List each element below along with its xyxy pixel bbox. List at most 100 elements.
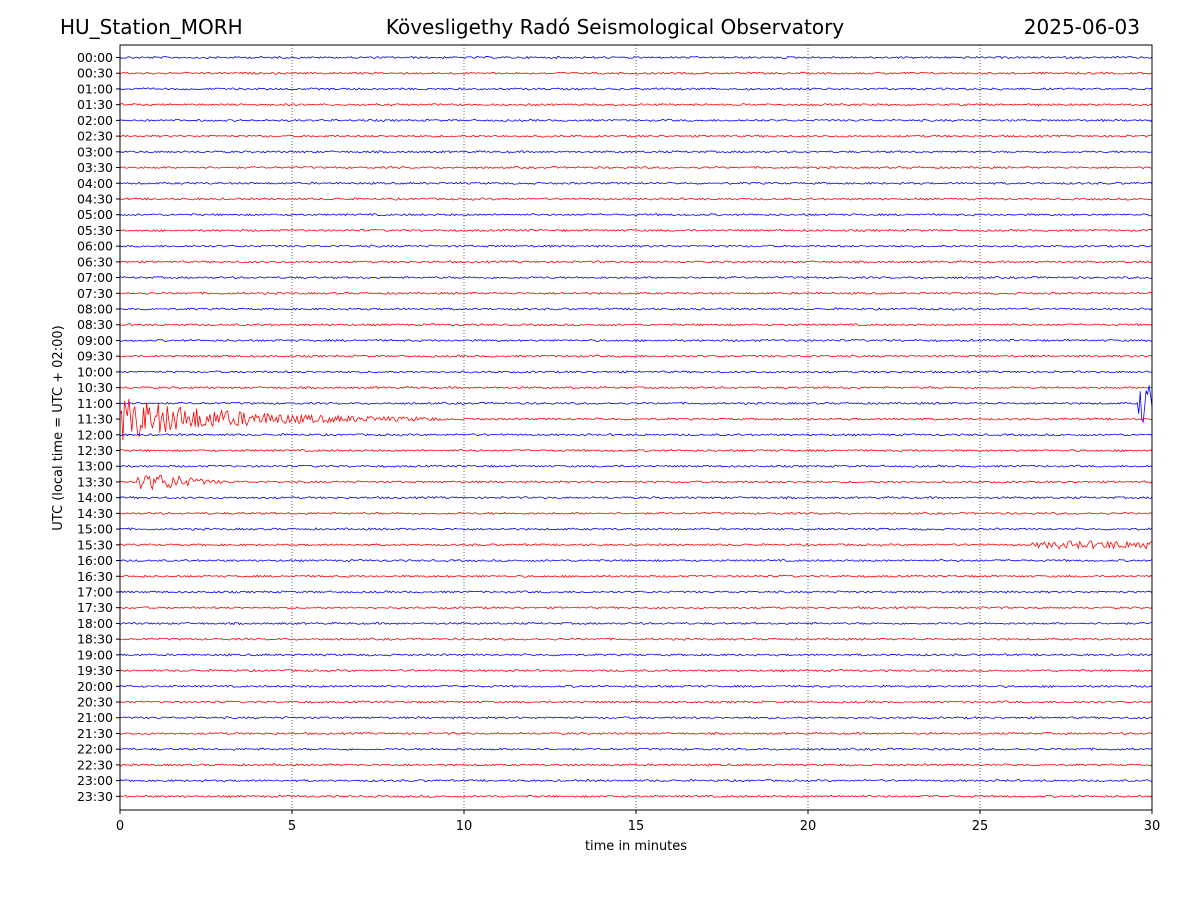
y-tick-label: 06:30 (77, 254, 113, 269)
x-tick-label: 0 (116, 819, 124, 834)
trace-0030 (119, 71, 1153, 75)
y-tick-label: 06:00 (77, 239, 113, 254)
trace-2200 (119, 747, 1153, 751)
trace-1700 (119, 590, 1153, 594)
y-tick-label: 20:00 (77, 679, 113, 694)
y-axis: 00:0000:3001:0001:3002:0002:3003:0003:30… (77, 50, 120, 804)
y-tick-label: 18:30 (77, 632, 113, 647)
trace-0400 (119, 181, 1153, 185)
chart-date: 2025-06-03 (1023, 15, 1140, 39)
trace-1830 (119, 637, 1153, 641)
y-tick-label: 16:00 (77, 553, 113, 568)
trace-0830 (119, 323, 1153, 327)
trace-0900 (119, 338, 1153, 343)
y-tick-label: 05:00 (77, 207, 113, 222)
trace-1100 (119, 385, 1153, 424)
y-tick-label: 01:30 (77, 97, 113, 112)
trace-0430 (119, 197, 1153, 201)
trace-1400 (119, 496, 1153, 500)
y-tick-label: 13:30 (77, 474, 113, 489)
trace-0630 (119, 260, 1153, 264)
y-tick-label: 08:00 (77, 302, 113, 317)
x-axis: 0 5 10 15 20 25 30 (116, 810, 1160, 834)
y-tick-label: 04:30 (77, 191, 113, 206)
trace-0800 (119, 307, 1153, 311)
trace-1600 (119, 558, 1153, 563)
y-tick-label: 02:30 (77, 129, 113, 144)
y-tick-label: 09:30 (77, 349, 113, 364)
trace-1800 (119, 621, 1153, 626)
y-tick-label: 09:00 (77, 333, 113, 348)
y-tick-label: 07:30 (77, 286, 113, 301)
x-tick-label: 15 (628, 819, 645, 834)
y-tick-label: 01:00 (77, 81, 113, 96)
y-axis-label: UTC (local time = UTC + 02:00) (51, 325, 66, 530)
trace-1000 (119, 370, 1153, 374)
trace-0600 (119, 244, 1153, 248)
trace-0000 (119, 55, 1153, 60)
y-tick-label: 23:30 (77, 789, 113, 804)
y-tick-label: 10:30 (77, 380, 113, 395)
trace-layer (119, 55, 1153, 799)
trace-2100 (119, 716, 1153, 720)
y-tick-label: 07:00 (77, 270, 113, 285)
trace-2130 (119, 731, 1153, 736)
y-tick-label: 15:00 (77, 522, 113, 537)
trace-0500 (119, 212, 1153, 217)
y-tick-label: 05:30 (77, 223, 113, 238)
trace-0930 (119, 354, 1153, 358)
y-tick-label: 08:30 (77, 317, 113, 332)
y-tick-label: 14:00 (77, 490, 113, 505)
y-tick-label: 22:30 (77, 757, 113, 772)
station-name: HU_Station_MORH (60, 15, 243, 39)
x-axis-label: time in minutes (585, 839, 687, 854)
trace-0230 (119, 134, 1153, 138)
trace-2300 (119, 778, 1153, 783)
y-tick-label: 13:00 (77, 459, 113, 474)
trace-1630 (119, 574, 1153, 578)
trace-2030 (119, 700, 1153, 704)
trace-0530 (119, 228, 1153, 233)
trace-2330 (119, 794, 1153, 799)
y-tick-label: 10:00 (77, 364, 113, 379)
y-tick-label: 21:30 (77, 726, 113, 741)
trace-0700 (119, 275, 1153, 280)
y-tick-label: 12:30 (77, 443, 113, 458)
x-tick-label: 5 (288, 819, 296, 834)
trace-1230 (119, 448, 1153, 453)
trace-1500 (119, 527, 1153, 531)
y-tick-label: 17:00 (77, 584, 113, 599)
y-tick-label: 04:00 (77, 176, 113, 191)
trace-1930 (119, 668, 1153, 673)
trace-0200 (119, 118, 1153, 123)
y-tick-label: 23:00 (77, 773, 113, 788)
x-tick-label: 20 (800, 819, 817, 834)
y-tick-label: 19:30 (77, 663, 113, 678)
trace-0100 (119, 87, 1153, 91)
trace-0130 (119, 102, 1153, 107)
trace-0330 (119, 165, 1153, 170)
trace-1200 (119, 432, 1153, 437)
trace-1130 (119, 398, 1153, 441)
x-tick-label: 10 (456, 819, 473, 834)
y-tick-label: 21:00 (77, 710, 113, 725)
y-tick-label: 19:00 (77, 647, 113, 662)
y-tick-label: 17:30 (77, 600, 113, 615)
trace-1300 (119, 464, 1153, 468)
y-tick-label: 03:00 (77, 144, 113, 159)
trace-2230 (119, 763, 1153, 767)
y-tick-label: 00:30 (77, 66, 113, 81)
y-tick-label: 14:30 (77, 506, 113, 521)
y-tick-label: 11:00 (77, 396, 113, 411)
chart-title: Kövesligethy Radó Seismological Observat… (385, 15, 845, 39)
y-tick-label: 12:00 (77, 427, 113, 442)
trace-0730 (119, 291, 1153, 295)
trace-0300 (119, 150, 1153, 154)
trace-1430 (119, 511, 1153, 515)
x-tick-label: 25 (972, 819, 989, 834)
trace-1330 (119, 474, 1153, 491)
y-tick-label: 20:30 (77, 695, 113, 710)
y-tick-label: 22:00 (77, 742, 113, 757)
x-tick-label: 30 (1144, 819, 1161, 834)
